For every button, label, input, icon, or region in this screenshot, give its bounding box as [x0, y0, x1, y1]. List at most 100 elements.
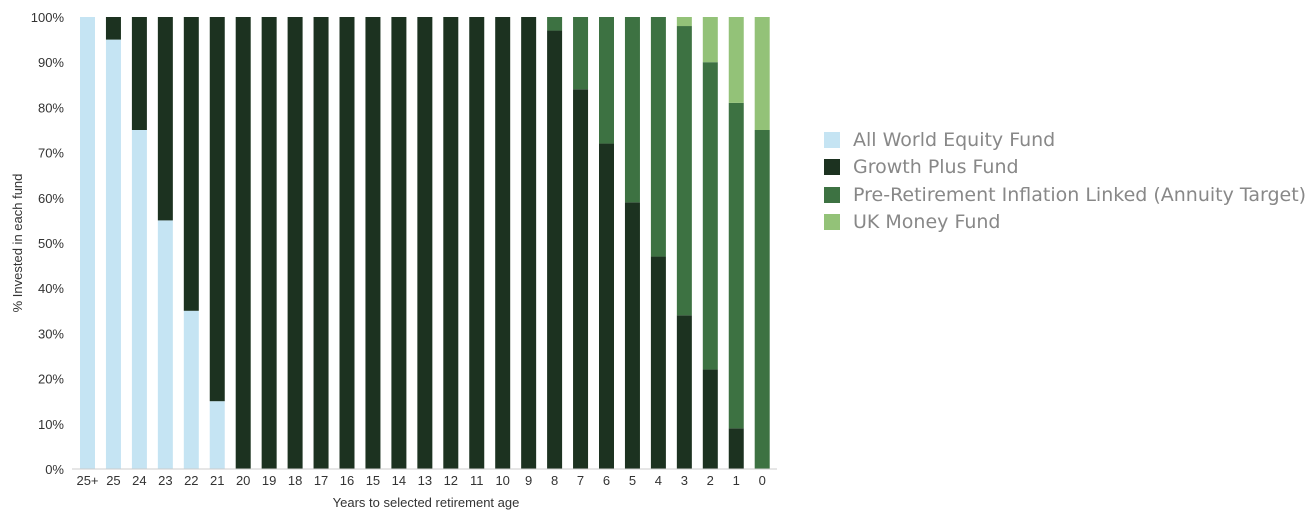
x-tick-label: 8 — [551, 473, 558, 488]
bar-segment-growth-plus-fund — [573, 89, 589, 469]
bar-segment-growth-plus-fund — [105, 17, 121, 40]
y-axis-title: % Invested in each fund — [10, 174, 25, 313]
x-tick-label: 11 — [470, 473, 484, 488]
bar-segment-all-world-equity-fund — [183, 310, 199, 469]
bar-segment-growth-plus-fund — [443, 17, 459, 469]
bar-segment-growth-plus-fund — [599, 143, 614, 469]
bar-segment-growth-plus-fund — [417, 17, 433, 469]
y-tick-label: 10% — [38, 417, 64, 432]
bar-segment-pre-retirement-inflation-linked-annuity-target — [676, 26, 692, 316]
x-tick-label: 16 — [340, 473, 354, 488]
bar-segment-pre-retirement-inflation-linked-annuity-target — [728, 102, 744, 429]
bar-segment-pre-retirement-inflation-linked-annuity-target — [702, 62, 718, 370]
x-tick-label: 4 — [655, 473, 662, 488]
x-tick-label: 6 — [603, 473, 610, 488]
x-tick-label: 13 — [418, 473, 432, 488]
x-tick-label: 24 — [132, 473, 146, 488]
bar-segment-growth-plus-fund — [235, 17, 251, 469]
y-tick-label: 70% — [38, 146, 64, 161]
y-tick-label: 60% — [38, 191, 64, 206]
bar-segment-growth-plus-fund — [547, 30, 563, 470]
x-tick-label: 3 — [681, 473, 688, 488]
x-tick-label: 0 — [759, 473, 766, 488]
bar-segment-growth-plus-fund — [650, 256, 666, 469]
x-tick-labels: 25+ 25 24 23 22 21 20 19 18 17 16 15 14 13 12 11 10 9 8 7 6 5… — [76, 473, 765, 488]
x-tick-label: 5 — [629, 473, 636, 488]
x-tick-label: 25 — [106, 473, 120, 488]
bar-segment-all-world-equity-fund — [105, 39, 121, 469]
legend-item-all-world-equity-fund: All World Equity Fund — [824, 126, 1306, 154]
bar-segment-uk-money-fund — [728, 17, 744, 103]
bar-segment-growth-plus-fund — [339, 17, 355, 469]
legend-item-pre-retirement-inflation-linked-annuity-target: Pre-Retirement Inflation Linked (Annuity… — [824, 181, 1306, 209]
bar-segment-pre-retirement-inflation-linked-annuity-target — [573, 17, 589, 90]
x-axis-title: Years to selected retirement age — [333, 495, 520, 510]
legend-swatch — [824, 214, 840, 231]
bar-segment-uk-money-fund — [702, 17, 718, 63]
bar-segment-growth-plus-fund — [183, 17, 199, 311]
bar-segment-pre-retirement-inflation-linked-annuity-target — [547, 17, 563, 31]
bar-segment-growth-plus-fund — [624, 202, 640, 469]
bar-segment-growth-plus-fund — [391, 17, 407, 469]
x-tick-label: 21 — [210, 473, 224, 488]
bar-segment-growth-plus-fund — [131, 17, 147, 130]
x-tick-label: 2 — [707, 473, 714, 488]
legend-item-growth-plus-fund: Growth Plus Fund — [824, 154, 1306, 182]
bar-segment-growth-plus-fund — [313, 17, 329, 469]
bar-segment-growth-plus-fund — [676, 315, 692, 469]
bar-segment-pre-retirement-inflation-linked-annuity-target — [650, 17, 666, 257]
bar-segment-pre-retirement-inflation-linked-annuity-target — [754, 130, 770, 469]
legend-label: Pre-Retirement Inflation Linked (Annuity… — [853, 183, 1307, 206]
x-tick-label: 17 — [314, 473, 328, 488]
y-tick-label: 100% — [31, 10, 65, 25]
legend-label: Growth Plus Fund — [853, 156, 1019, 179]
chart-legend: All World Equity Fund Growth Plus Fund Pre… — [824, 126, 1306, 236]
legend-label: UK Money Fund — [853, 211, 1001, 234]
bar-segment-uk-money-fund — [754, 17, 770, 130]
bar-segment-growth-plus-fund — [521, 17, 537, 469]
bar-segment-growth-plus-fund — [209, 17, 225, 402]
x-tick-label: 9 — [525, 473, 532, 488]
legend-swatch — [824, 131, 840, 148]
x-tick-label: 7 — [577, 473, 584, 488]
bar-segment-growth-plus-fund — [702, 369, 718, 469]
x-tick-label: 15 — [366, 473, 380, 488]
x-tick-label: 10 — [495, 473, 509, 488]
bars-layer — [80, 17, 770, 470]
bar-segment-growth-plus-fund — [365, 17, 381, 469]
legend-swatch — [824, 186, 840, 203]
bar-segment-pre-retirement-inflation-linked-annuity-target — [599, 17, 614, 144]
bar-segment-all-world-equity-fund — [80, 17, 95, 469]
bar-segment-growth-plus-fund — [469, 17, 485, 469]
y-tick-label: 30% — [38, 326, 64, 341]
y-tick-label: 90% — [38, 55, 64, 70]
bar-segment-all-world-equity-fund — [209, 401, 225, 469]
legend-item-uk-money-fund: UK Money Fund — [824, 209, 1306, 237]
bar-segment-growth-plus-fund — [728, 428, 744, 469]
legend-label: All World Equity Fund — [853, 128, 1056, 151]
x-tick-label: 20 — [236, 473, 250, 488]
x-tick-label: 14 — [392, 473, 406, 488]
x-tick-label: 25+ — [76, 473, 98, 488]
x-tick-label: 18 — [288, 473, 302, 488]
bar-segment-growth-plus-fund — [261, 17, 277, 469]
bar-segment-growth-plus-fund — [495, 17, 511, 469]
bar-segment-pre-retirement-inflation-linked-annuity-target — [624, 17, 640, 203]
y-tick-label: 40% — [38, 281, 64, 296]
x-tick-label: 22 — [184, 473, 198, 488]
y-tick-label: 80% — [38, 100, 64, 115]
x-tick-label: 23 — [158, 473, 172, 488]
legend-swatch — [824, 159, 840, 176]
y-tick-labels: 0% 10% 20% 30% 40% 50% 60% 70% 80% 90% 100% — [31, 10, 65, 477]
bar-segment-growth-plus-fund — [287, 17, 303, 469]
bar-segment-uk-money-fund — [676, 17, 692, 27]
bar-segment-all-world-equity-fund — [131, 130, 147, 469]
x-tick-label: 19 — [262, 473, 276, 488]
y-tick-label: 20% — [38, 372, 64, 387]
x-tick-label: 12 — [444, 473, 458, 488]
y-tick-label: 50% — [38, 236, 64, 251]
bar-segment-all-world-equity-fund — [157, 220, 173, 469]
x-tick-label: 1 — [733, 473, 740, 488]
